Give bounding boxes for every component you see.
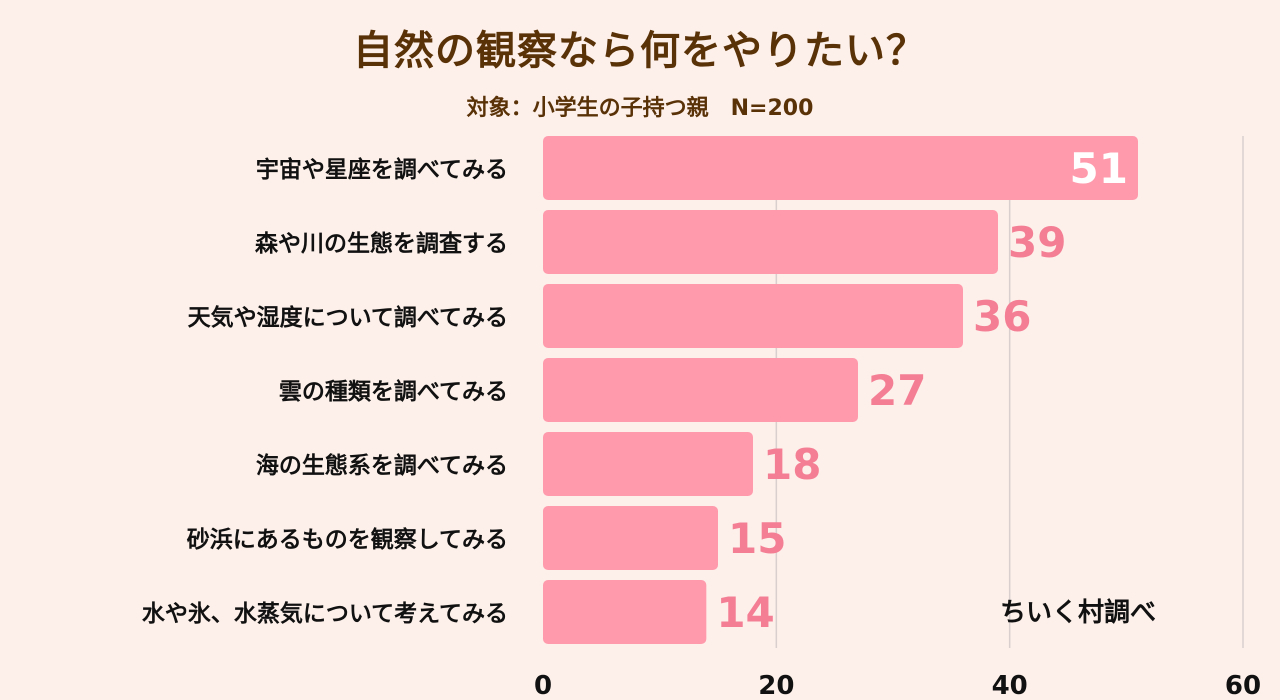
credit-label: ちいく村調べ <box>1000 598 1157 628</box>
bar-3 <box>543 358 858 422</box>
category-label-3: 雲の種類を調べてみる <box>279 378 508 405</box>
category-label-0: 宇宙や星座を調べてみる <box>256 156 508 183</box>
category-label-2: 天気や湿度について調べてみる <box>188 304 508 331</box>
x-tick-label-0: 0 <box>534 671 552 700</box>
bar-5 <box>543 506 718 570</box>
chart-subtitle: 対象：小学生の子持つ親 N=200 <box>466 96 814 121</box>
x-tick-label-60: 60 <box>1225 671 1261 700</box>
value-label-2: 36 <box>973 292 1031 341</box>
value-label-1: 39 <box>1008 218 1066 267</box>
value-label-4: 18 <box>763 440 821 489</box>
chart-title: 自然の観察なら何をやりたい？ <box>353 28 927 74</box>
category-label-6: 水や氷、水蒸気について考えてみる <box>142 600 508 627</box>
bar-6 <box>543 580 707 644</box>
value-label-3: 27 <box>868 366 926 415</box>
value-label-5: 15 <box>728 514 786 563</box>
bar-2 <box>543 284 963 348</box>
category-label-1: 森や川の生態を調査する <box>255 230 508 257</box>
bar-1 <box>543 210 998 274</box>
bar-4 <box>543 432 753 496</box>
category-label-5: 砂浜にあるものを観察してみる <box>187 526 508 553</box>
bar-0 <box>543 136 1138 200</box>
x-tick-label-20: 20 <box>758 671 794 700</box>
value-label-6: 14 <box>716 588 774 637</box>
x-tick-label-40: 40 <box>992 671 1028 700</box>
value-label-0: 51 <box>1070 144 1128 193</box>
category-label-4: 海の生態系を調べてみる <box>256 452 508 479</box>
